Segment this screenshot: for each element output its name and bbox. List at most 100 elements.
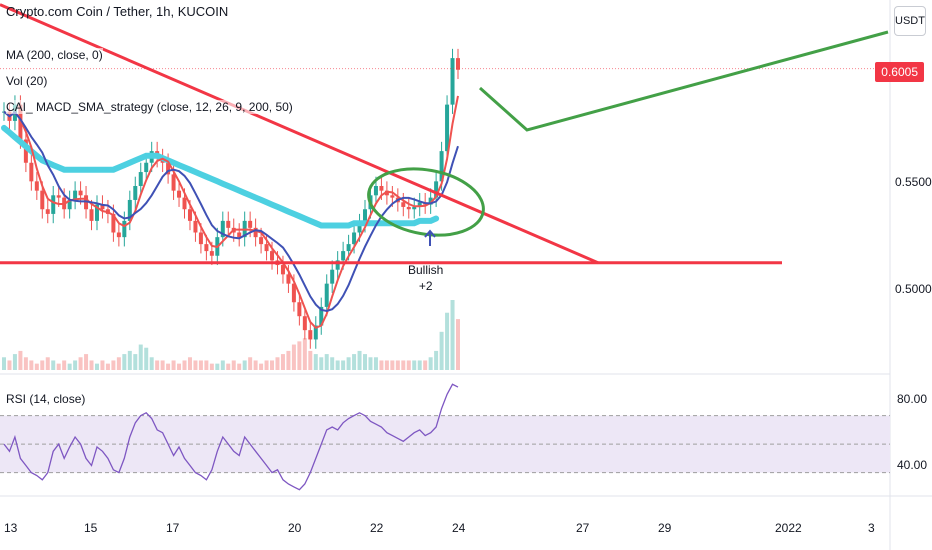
volume-bar (313, 354, 318, 370)
candle-body (286, 274, 291, 284)
candle-body (406, 206, 411, 210)
volume-bar (73, 360, 78, 370)
candle-body (335, 260, 340, 270)
volume-bar (67, 363, 72, 370)
volume-bar (133, 354, 138, 370)
volume-bars (2, 300, 460, 370)
volume-bar (193, 360, 198, 370)
volume-bar (23, 357, 28, 370)
candle-body (23, 139, 28, 163)
volume-bar (84, 354, 89, 370)
rsi-line (3, 383, 459, 491)
currency-button[interactable]: USDT (894, 6, 926, 36)
candle-body (302, 316, 307, 331)
candle-body (456, 58, 460, 70)
time-tick-7: 29 (658, 521, 672, 535)
volume-bar (187, 357, 192, 370)
candle-body (56, 195, 61, 198)
time-tick-6: 27 (576, 521, 590, 535)
candle-body (29, 162, 34, 182)
candle-body (237, 232, 242, 238)
candle-body (116, 232, 121, 238)
volume-bar (412, 360, 417, 370)
volume-bar (34, 363, 39, 370)
volume-bar (215, 363, 220, 370)
candle-body (417, 202, 422, 207)
volume-bar (253, 360, 258, 370)
volume-bar (275, 357, 280, 370)
candle-body (357, 223, 362, 233)
ma-legend[interactable]: MA (200, close, 0) (6, 48, 103, 62)
volume-bar (182, 360, 187, 370)
candle-body (450, 58, 455, 105)
volume-bar (160, 360, 165, 370)
volume-bar (302, 338, 307, 370)
volume-bar (445, 312, 450, 370)
fast-ma-line (3, 95, 459, 329)
candle-body (100, 204, 105, 210)
candle-body (209, 251, 214, 256)
strategy-legend[interactable]: CAI_ MACD_SMA_strategy (close, 12, 26, 9… (6, 100, 293, 114)
candle-body (412, 206, 417, 210)
candle-body (280, 265, 285, 275)
volume-bar (149, 357, 154, 370)
candle-body (122, 220, 127, 238)
candle-body (379, 186, 384, 191)
volume-bar (242, 360, 247, 370)
candle-body (73, 190, 78, 200)
candle-body (352, 232, 357, 245)
volume-bar (428, 357, 433, 370)
volume-bar (18, 350, 23, 370)
volume-bar (94, 363, 99, 370)
price-tick-0: 0.5500 (895, 175, 932, 189)
volume-bar (379, 360, 384, 370)
candle-body (204, 244, 209, 252)
vol-legend[interactable]: Vol (20) (6, 74, 48, 88)
candle-body (187, 209, 192, 221)
volume-bar (330, 357, 335, 370)
volume-bar (286, 350, 291, 370)
bullish-arrow (424, 229, 436, 246)
candle-body (138, 172, 143, 186)
volume-bar (248, 357, 253, 370)
volume-bar (390, 360, 395, 370)
candle-body (51, 195, 56, 214)
volume-bar (434, 350, 439, 370)
candle-body (259, 237, 264, 245)
time-tick-9: 3 (868, 521, 875, 535)
volume-bar (144, 347, 149, 370)
candle-body (363, 209, 368, 224)
rsi-tick-0: 80.00 (897, 392, 928, 406)
volume-bar (7, 360, 12, 370)
volume-bar (116, 357, 121, 370)
volume-bar (220, 360, 225, 370)
projection-path (479, 30, 889, 132)
volume-bar (12, 354, 17, 370)
rsi-legend[interactable]: RSI (14, close) (6, 392, 86, 406)
candle-body (226, 220, 231, 228)
volume-bar (259, 363, 264, 370)
candle-body (193, 220, 198, 233)
volume-bar (78, 357, 83, 370)
volume-bar (2, 357, 6, 370)
volume-bar (450, 300, 455, 370)
candle-body (94, 204, 99, 221)
volume-bar (209, 363, 214, 370)
time-tick-3: 20 (288, 521, 302, 535)
time-tick-5: 24 (452, 521, 466, 535)
candle-body (166, 162, 171, 175)
candle-body (248, 220, 253, 228)
volume-bar (127, 350, 132, 370)
volume-bar (324, 354, 329, 370)
candle-body (341, 251, 346, 261)
time-tick-2: 17 (166, 521, 180, 535)
candle-body (373, 186, 378, 196)
candle-body (297, 302, 302, 317)
volume-bar (456, 319, 460, 370)
bullish-annotation: Bullish +2 (408, 262, 443, 294)
candle-body (171, 174, 176, 191)
volume-bar (62, 360, 67, 370)
volume-bar (166, 363, 171, 370)
volume-bar (439, 331, 444, 370)
